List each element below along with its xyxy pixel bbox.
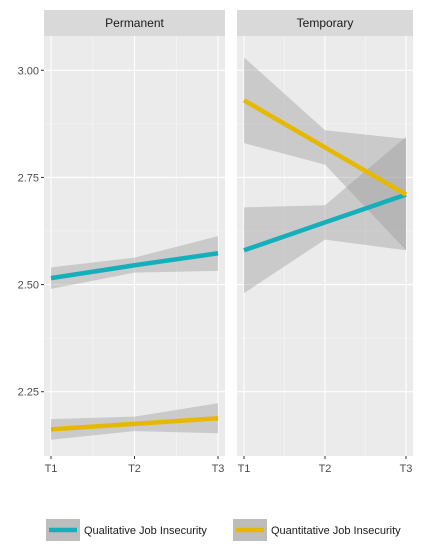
legend: Qualitative Job Insecurity Quantitative J…: [46, 519, 401, 541]
y-tick-label: 2.25: [18, 387, 39, 399]
panel-permanent: Permanent T1 T2 T3: [44, 10, 225, 475]
y-tick-label: 2.50: [18, 280, 39, 292]
x-tick-label: T3: [212, 463, 225, 475]
strip-background: [237, 10, 413, 36]
x-tick-label: T2: [128, 463, 141, 475]
series-line: [50, 251, 219, 281]
series-line: [50, 416, 219, 432]
x-tick-label: T3: [400, 463, 413, 475]
x-tick-label: T1: [238, 463, 251, 475]
confidence-band: [51, 236, 218, 289]
legend-item: Qualitative Job Insecurity: [46, 519, 207, 541]
strip-label-temporary: Temporary: [297, 16, 354, 30]
x-tick-label: T1: [45, 463, 58, 475]
panels-layer: Permanent T1 T2 T3 Temporary T1 T2 T3: [44, 10, 413, 475]
y-axis: 2.25 2.50 2.75 3.00: [18, 65, 44, 399]
legend-item: Quantitative Job Insecurity: [233, 519, 401, 541]
series-line: [242, 98, 408, 197]
strip-label-permanent: Permanent: [105, 16, 164, 30]
confidence-band: [244, 57, 406, 251]
series-line: [243, 192, 407, 253]
legend-label: Qualitative Job Insecurity: [84, 525, 207, 537]
x-tick-label: T2: [319, 463, 332, 475]
panel-temporary: Temporary T1 T2 T3: [237, 10, 413, 475]
y-tick-label: 2.75: [18, 172, 39, 184]
strip-background: [44, 10, 225, 36]
y-tick-label: 3.00: [18, 65, 39, 77]
confidence-band: [51, 403, 218, 440]
confidence-band: [244, 136, 406, 294]
legend-label: Quantitative Job Insecurity: [271, 525, 401, 537]
